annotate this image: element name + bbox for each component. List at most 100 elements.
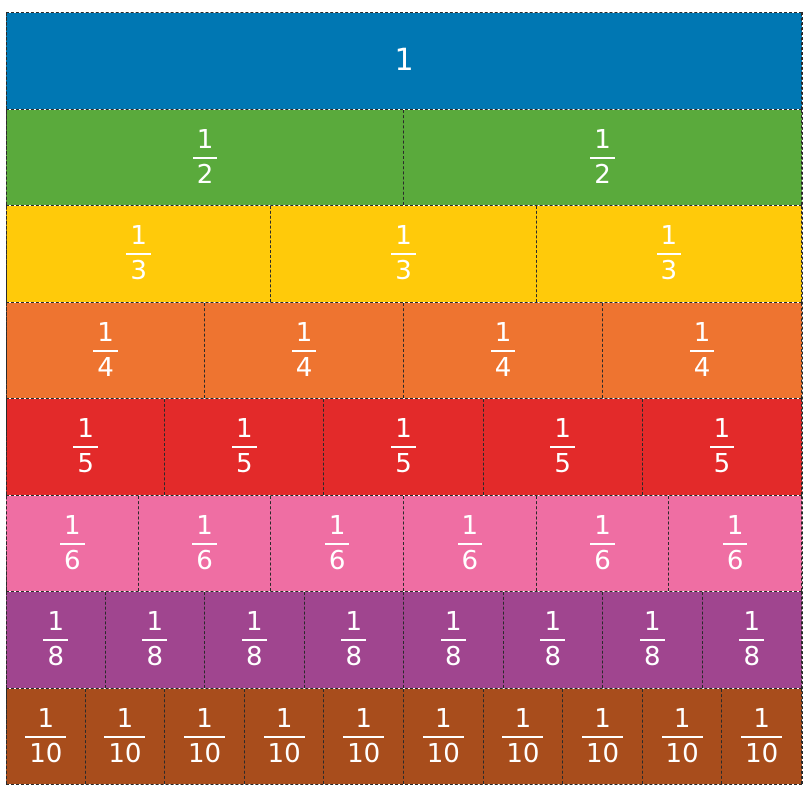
denominator: 10 xyxy=(506,738,540,769)
numerator: 1 xyxy=(594,703,611,734)
denominator: 10 xyxy=(585,738,620,769)
numerator: 1 xyxy=(196,510,213,541)
wall-left-edge xyxy=(6,12,7,784)
numerator: 1 xyxy=(196,124,214,155)
numerator: 1 xyxy=(77,414,94,445)
numerator: 1 xyxy=(554,414,571,445)
fraction-bar xyxy=(104,735,146,738)
denominator: 6 xyxy=(594,545,611,576)
denominator: 10 xyxy=(267,738,301,769)
denominator: 6 xyxy=(64,545,81,576)
fraction-bar xyxy=(73,446,98,449)
numerator: 1 xyxy=(514,703,532,734)
denominator: 10 xyxy=(665,738,699,769)
denominator: 5 xyxy=(713,449,731,480)
fraction-bar xyxy=(25,735,67,738)
fraction-label: 1 10 xyxy=(741,706,783,767)
fraction-bar xyxy=(343,735,385,738)
fraction-piece: 1 10 xyxy=(85,688,166,784)
fraction-bar xyxy=(142,639,168,642)
numerator: 1 xyxy=(395,221,412,252)
fraction-row-whole: 1 xyxy=(6,12,802,109)
fraction-piece: 1 xyxy=(6,13,802,109)
fraction-bar xyxy=(739,639,765,642)
fraction-bar xyxy=(183,735,226,738)
denominator: 10 xyxy=(187,738,222,769)
denominator: 8 xyxy=(47,642,65,673)
numerator: 1 xyxy=(328,510,346,541)
numerator: 1 xyxy=(435,703,452,734)
denominator: 5 xyxy=(77,449,94,480)
fraction-bar xyxy=(540,639,566,642)
fraction-label: 1 10 xyxy=(661,706,703,769)
numerator: 1 xyxy=(37,703,55,734)
fraction-bar xyxy=(126,253,151,256)
fraction-bar xyxy=(590,542,615,545)
numerator: 1 xyxy=(355,703,372,734)
numerator: 1 xyxy=(743,607,761,638)
denominator: 2 xyxy=(196,159,214,190)
numerator: 1 xyxy=(64,510,81,541)
numerator: 1 xyxy=(713,414,731,445)
fraction-bar xyxy=(291,349,317,352)
fraction-piece: 1 10 xyxy=(404,688,484,784)
whole-label: 1 xyxy=(394,43,414,79)
fraction-bar xyxy=(550,446,575,449)
fraction-piece: 1 10 xyxy=(6,688,86,784)
denominator: 10 xyxy=(426,738,460,769)
fraction-bar xyxy=(639,639,665,642)
fraction-bar xyxy=(60,542,85,545)
numerator: 1 xyxy=(295,317,313,348)
fraction-bar xyxy=(324,542,350,545)
denominator: 8 xyxy=(544,642,562,673)
fraction-bar xyxy=(241,639,267,642)
fraction-bar xyxy=(263,735,305,738)
fraction-bar xyxy=(341,639,367,642)
fraction-label: 1 10 xyxy=(581,703,624,769)
denominator: 8 xyxy=(146,642,164,673)
fraction-piece: 1 10 xyxy=(483,688,564,784)
fraction-label: 1 10 xyxy=(502,703,544,769)
fraction-piece: 1 10 xyxy=(563,688,643,784)
denominator: 3 xyxy=(660,256,678,287)
fraction-bar xyxy=(502,735,544,738)
numerator: 1 xyxy=(146,607,164,638)
fraction-bar xyxy=(93,349,118,352)
numerator: 1 xyxy=(97,317,114,348)
fraction-label: 1 10 xyxy=(25,703,67,767)
